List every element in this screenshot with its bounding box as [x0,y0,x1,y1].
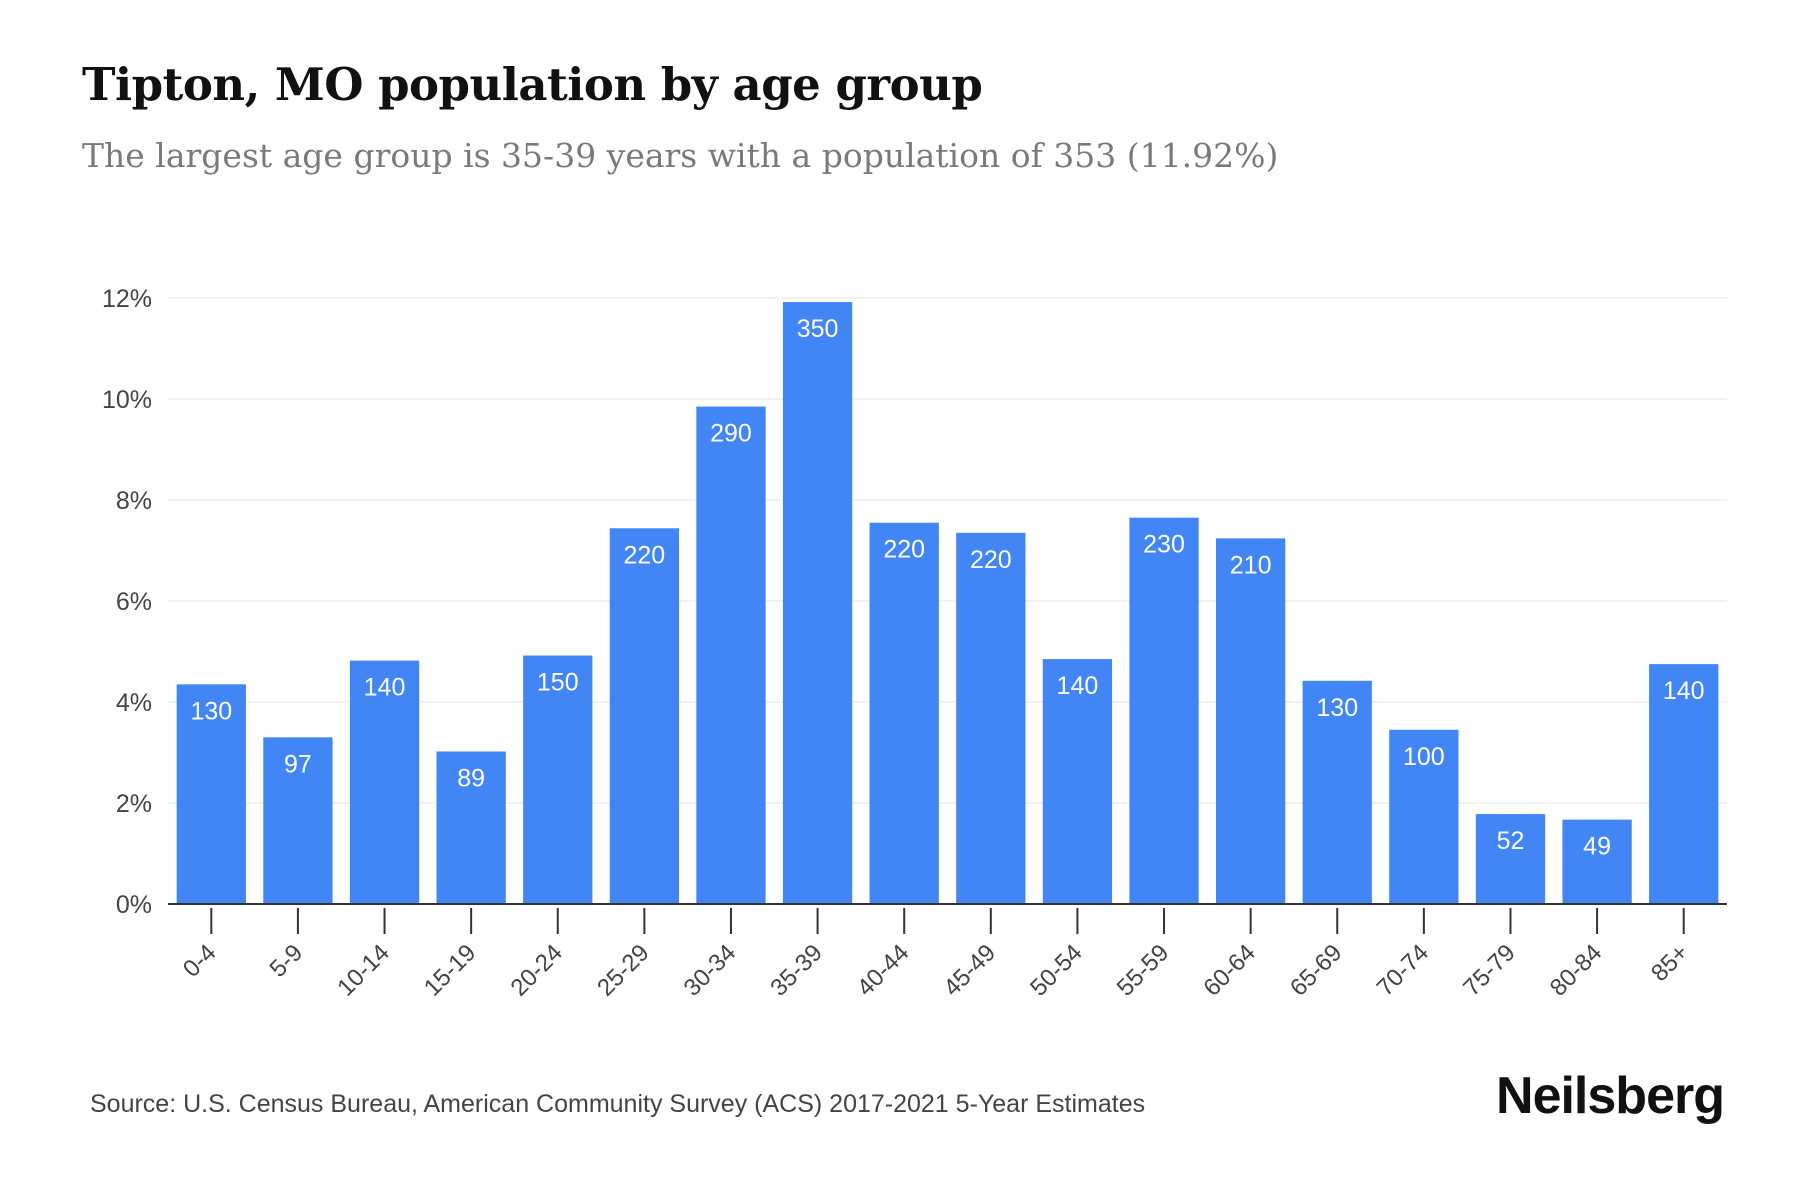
bar [1215,538,1286,904]
y-tick-label: 12% [102,285,152,313]
bar-data-label: 140 [1057,672,1099,700]
bar [869,522,939,904]
bar [956,532,1026,904]
x-tick-label: 85+ [1646,939,1694,987]
x-tick-label: 65-69 [1285,939,1348,1002]
bar-data-label: 89 [457,764,485,792]
bar-data-label: 140 [364,674,406,702]
bar-data-label: 130 [1316,694,1358,722]
y-tick-label: 2% [116,790,152,818]
bar-data-label: 52 [1497,827,1525,855]
bar [1389,729,1459,904]
bar [1475,814,1546,904]
bar [349,660,420,904]
bar-data-label: 220 [624,541,666,569]
bar-data-label: 290 [710,420,752,448]
chart-subtitle: The largest age group is 35-39 years wit… [82,136,1279,175]
x-tick-label: 80-84 [1545,939,1608,1002]
bar [1129,517,1199,904]
bar-data-label: 220 [883,536,925,564]
x-tick-label: 25-29 [592,939,655,1002]
x-tick-label: 15-19 [419,939,482,1002]
bar-data-label: 150 [537,669,579,697]
x-tick-label: 45-49 [939,939,1002,1002]
bar-data-label: 210 [1230,551,1272,579]
x-tick-label: 70-74 [1372,939,1435,1002]
bar-data-label: 49 [1583,833,1611,861]
bar [263,737,333,904]
bar-data-label: 97 [284,750,312,778]
bar-data-label: 100 [1403,743,1445,771]
bar [609,528,680,904]
brand-logo: Neilsberg [1496,1067,1725,1125]
y-tick-label: 0% [116,891,152,919]
source-note: Source: U.S. Census Bureau, American Com… [90,1090,1146,1118]
x-tick-label: 10-14 [332,939,395,1002]
bar [1042,659,1113,904]
bar [782,302,853,904]
y-tick-label: 10% [102,386,152,414]
x-tick-label: 40-44 [852,939,915,1002]
x-tick-label: 60-64 [1198,939,1261,1002]
bar-data-label: 220 [970,546,1012,574]
x-tick-label: 55-59 [1112,939,1175,1002]
chart-title: Tipton, MO population by age group [82,58,983,111]
bar-data-label: 130 [190,697,232,725]
bar [1562,819,1632,904]
bar [176,684,246,904]
bar-data-label: 140 [1663,677,1705,705]
x-tick-label: 0-4 [178,939,222,983]
y-tick-label: 4% [116,689,152,717]
bar [523,655,593,904]
y-tick-label: 8% [116,487,152,515]
bar [1302,680,1372,904]
bar [696,406,766,904]
x-tick-label: 5-9 [265,939,309,983]
bar-data-label: 350 [797,315,839,343]
bar-data-label: 230 [1143,531,1185,559]
x-tick-label: 75-79 [1458,939,1521,1002]
y-tick-label: 6% [116,588,152,616]
x-tick-label: 35-39 [765,939,828,1002]
x-tick-label: 30-34 [679,939,742,1002]
bar [436,751,506,904]
bar [1649,664,1719,904]
x-tick-label: 50-54 [1025,939,1088,1002]
x-tick-label: 20-24 [505,939,568,1002]
